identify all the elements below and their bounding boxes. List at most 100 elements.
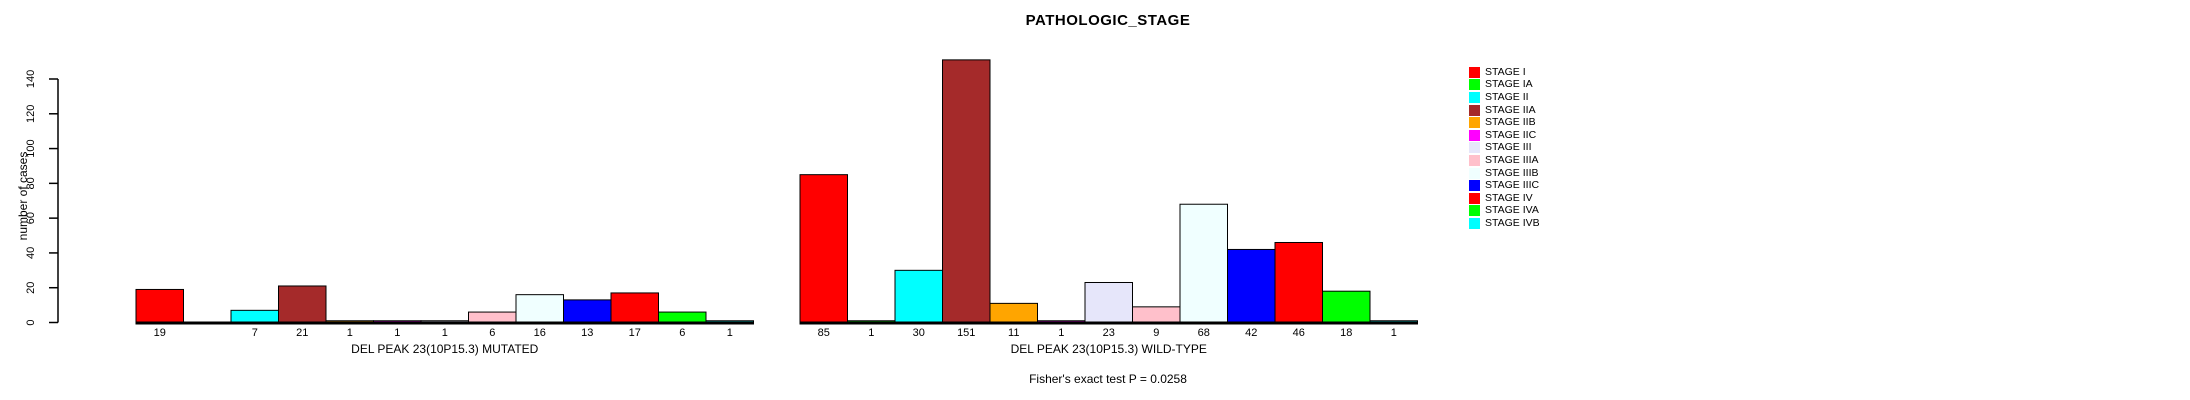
bar-value-label: 151: [957, 327, 975, 339]
bar-stage-iva-g1: [1322, 290, 1371, 324]
bar-value-label: 16: [534, 327, 546, 339]
y-tick-label: 40: [25, 247, 37, 259]
bar-value-label: 68: [1198, 327, 1210, 339]
legend-item: STAGE IIC: [1469, 129, 1540, 142]
bar-value-label: 23: [1103, 327, 1115, 339]
y-tick-label: 80: [25, 177, 37, 189]
y-tick-label: 140: [25, 70, 37, 88]
legend-swatch: [1469, 205, 1480, 217]
bar-stage-iiia-g1: [1132, 306, 1181, 324]
legend-swatch: [1469, 154, 1480, 166]
legend-swatch: [1469, 91, 1480, 103]
bar-stage-iia-g0: [278, 285, 327, 324]
bar-value-label: 1: [727, 327, 733, 339]
legend-label: STAGE IIIB: [1485, 166, 1539, 179]
bar-value-label: 13: [581, 327, 593, 339]
bar-value-label: 9: [1153, 327, 1159, 339]
bar-value-label: 21: [296, 327, 308, 339]
bar-stage-iib-g1: [989, 302, 1038, 324]
bar-stage-iiib-g0: [515, 294, 564, 323]
legend-label: STAGE III: [1485, 141, 1532, 154]
bar-stage-iiic-g0: [563, 299, 612, 323]
legend-label: STAGE IIC: [1485, 128, 1537, 141]
bar-stage-ii-g1: [894, 269, 943, 324]
legend-item: STAGE IVB: [1469, 217, 1540, 230]
bar-stage-ii-g0: [230, 309, 279, 324]
bar-value-label: 6: [679, 327, 685, 339]
legend-label: STAGE IA: [1485, 78, 1533, 91]
legend-swatch: [1469, 142, 1480, 154]
bar-value-label: 19: [154, 327, 166, 339]
legend-item: STAGE IIA: [1469, 104, 1540, 117]
y-tick-label: 120: [25, 105, 37, 123]
legend-swatch: [1469, 66, 1480, 78]
bar-stage-iiic-g1: [1227, 248, 1276, 323]
y-tick-label: 100: [25, 139, 37, 157]
bar-stage-iv-g1: [1274, 241, 1323, 323]
legend-label: STAGE I: [1485, 65, 1526, 78]
legend-swatch: [1469, 167, 1480, 179]
bar-value-label: 6: [489, 327, 495, 339]
bar-value-label: 42: [1245, 327, 1257, 339]
group-label: DEL PEAK 23(10P15.3) WILD-TYPE: [1011, 342, 1207, 356]
legend-swatch: [1469, 217, 1480, 229]
legend-item: STAGE IV: [1469, 192, 1540, 205]
bar-stage-i-g0: [135, 288, 184, 324]
legend-item: STAGE I: [1469, 66, 1540, 79]
legend-label: STAGE IVA: [1485, 204, 1539, 217]
bar-value-label: 18: [1340, 327, 1352, 339]
x-axis-baseline: [799, 321, 1418, 325]
legend-item: STAGE IIIA: [1469, 154, 1540, 167]
bar-value-label: 7: [252, 327, 258, 339]
legend-swatch: [1469, 129, 1480, 141]
bar-stage-iiia-g0: [468, 311, 517, 324]
bar-value-label: 30: [913, 327, 925, 339]
bar-value-label: 11: [1008, 327, 1019, 339]
legend-label: STAGE IVB: [1485, 216, 1540, 229]
bar-value-label: 1: [442, 327, 448, 339]
legend-label: STAGE IIB: [1485, 116, 1536, 129]
bar-stage-i-g1: [799, 174, 848, 323]
legend-label: STAGE II: [1485, 90, 1529, 103]
legend-item: STAGE IVA: [1469, 205, 1540, 218]
x-axis-baseline: [135, 321, 754, 325]
bar-value-label: 85: [818, 327, 830, 339]
group-label: DEL PEAK 23(10P15.3) MUTATED: [351, 342, 539, 356]
bar-stage-iva-g0: [658, 311, 707, 324]
legend-label: STAGE IIIA: [1485, 153, 1539, 166]
bar-value-label: 1: [1058, 327, 1064, 339]
legend-swatch: [1469, 104, 1480, 116]
legend-item: STAGE II: [1469, 91, 1540, 104]
bar-stage-iv-g0: [610, 292, 659, 323]
bar-value-label: 1: [1391, 327, 1397, 339]
chart-title: PATHOLOGIC_STAGE: [1025, 12, 1191, 29]
legend-item: STAGE IIIB: [1469, 167, 1540, 180]
y-tick-label: 60: [25, 212, 37, 224]
legend-swatch: [1469, 117, 1480, 129]
bar-value-label: 1: [394, 327, 400, 339]
bar-stage-iiib-g1: [1179, 203, 1228, 324]
legend-item: STAGE III: [1469, 142, 1540, 155]
legend-label: STAGE IIIC: [1485, 179, 1540, 192]
bar-value-label: 17: [629, 327, 641, 339]
legend-swatch: [1469, 192, 1480, 204]
legend-item: STAGE IIIC: [1469, 179, 1540, 192]
bar-value-label: 1: [347, 327, 353, 339]
bar-value-label: 1: [868, 327, 874, 339]
legend: STAGE I STAGE IA STAGE II STAGE IIA STAGE II…: [1469, 66, 1540, 230]
fisher-test-annotation: Fisher's exact test P = 0.0258: [1029, 372, 1187, 386]
y-tick-label: 0: [25, 319, 37, 325]
legend-label: STAGE IIA: [1485, 103, 1536, 116]
bar-stage-iii-g1: [1084, 281, 1133, 323]
legend-swatch: [1469, 79, 1480, 91]
y-tick-label: 20: [25, 282, 37, 294]
legend-item: STAGE IIB: [1469, 116, 1540, 129]
legend-swatch: [1469, 180, 1480, 192]
bar-stage-iia-g1: [942, 59, 991, 323]
y-axis-title: number of cases: [16, 151, 30, 241]
legend-label: STAGE IV: [1485, 191, 1533, 204]
bar-value-label: 46: [1293, 327, 1305, 339]
legend-item: STAGE IA: [1469, 79, 1540, 92]
